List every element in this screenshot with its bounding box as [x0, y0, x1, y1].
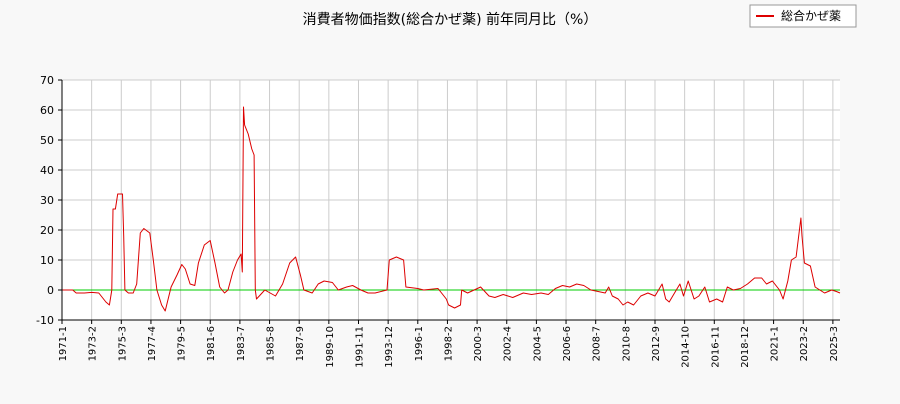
x-tick-label: 1979-5 [177, 326, 188, 361]
series-line [62, 106, 841, 312]
y-tick-label: 50 [40, 134, 54, 147]
x-tick-label: 1983-7 [236, 326, 247, 361]
x-tick-label: 1998-2 [443, 326, 454, 361]
x-tick-label: 1981-6 [206, 326, 217, 361]
x-tick-label: 1973-2 [88, 326, 99, 361]
x-tick-label: 1996-1 [414, 326, 425, 361]
x-tick-label: 1971-1 [58, 326, 69, 361]
series-layer [62, 106, 841, 312]
x-tick-label: 2025-3 [829, 326, 840, 361]
y-tick-label: 0 [47, 284, 54, 297]
y-tick-label: 30 [40, 194, 54, 207]
x-tick-label: 1975-3 [117, 326, 128, 361]
x-tick-label: 1993-12 [384, 326, 395, 368]
x-tick-label: 1977-4 [147, 326, 158, 361]
x-tick-label: 1991-11 [354, 326, 365, 368]
legend-box [749, 4, 857, 28]
y-tick-label: 40 [40, 164, 54, 177]
y-tick-label: 70 [40, 74, 54, 87]
x-tick-label: 2008-7 [592, 326, 603, 361]
x-tick-label: 2018-12 [740, 326, 751, 368]
x-tick-label: 2002-4 [503, 326, 514, 361]
x-tick-label: 2014-10 [681, 326, 692, 368]
y-tick-label: 60 [40, 104, 54, 117]
axes: -10 0 10 20 30 40 50 60 70 1971-1 1973-2 1975-3 1977… [36, 74, 840, 368]
x-tick-label: 2023-2 [799, 326, 810, 361]
x-tick-label: 2004-5 [532, 326, 543, 361]
x-tick-label: 2010-8 [621, 326, 632, 361]
x-tick-label: 2016-11 [710, 326, 721, 368]
chart-title: 消費者物価指数(総合かぜ薬) 前年同月比（%） [303, 11, 598, 28]
x-tick-label: 2021-1 [770, 326, 781, 361]
x-tick-label: 1989-10 [325, 326, 336, 368]
y-tick-label: 10 [40, 254, 54, 267]
y-tick-label: 20 [40, 224, 54, 237]
x-tick-label: 1987-9 [295, 326, 306, 361]
x-tick-label: 2000-3 [473, 326, 484, 361]
x-tick-label: 2006-6 [562, 326, 573, 361]
legend-label: 総合かぜ薬 [781, 8, 841, 23]
legend: 総合かぜ薬 [749, 4, 857, 28]
y-tick-label: -10 [36, 314, 54, 327]
x-tick-label: 2012-9 [651, 326, 662, 361]
x-tick-label: 1985-8 [266, 326, 277, 361]
